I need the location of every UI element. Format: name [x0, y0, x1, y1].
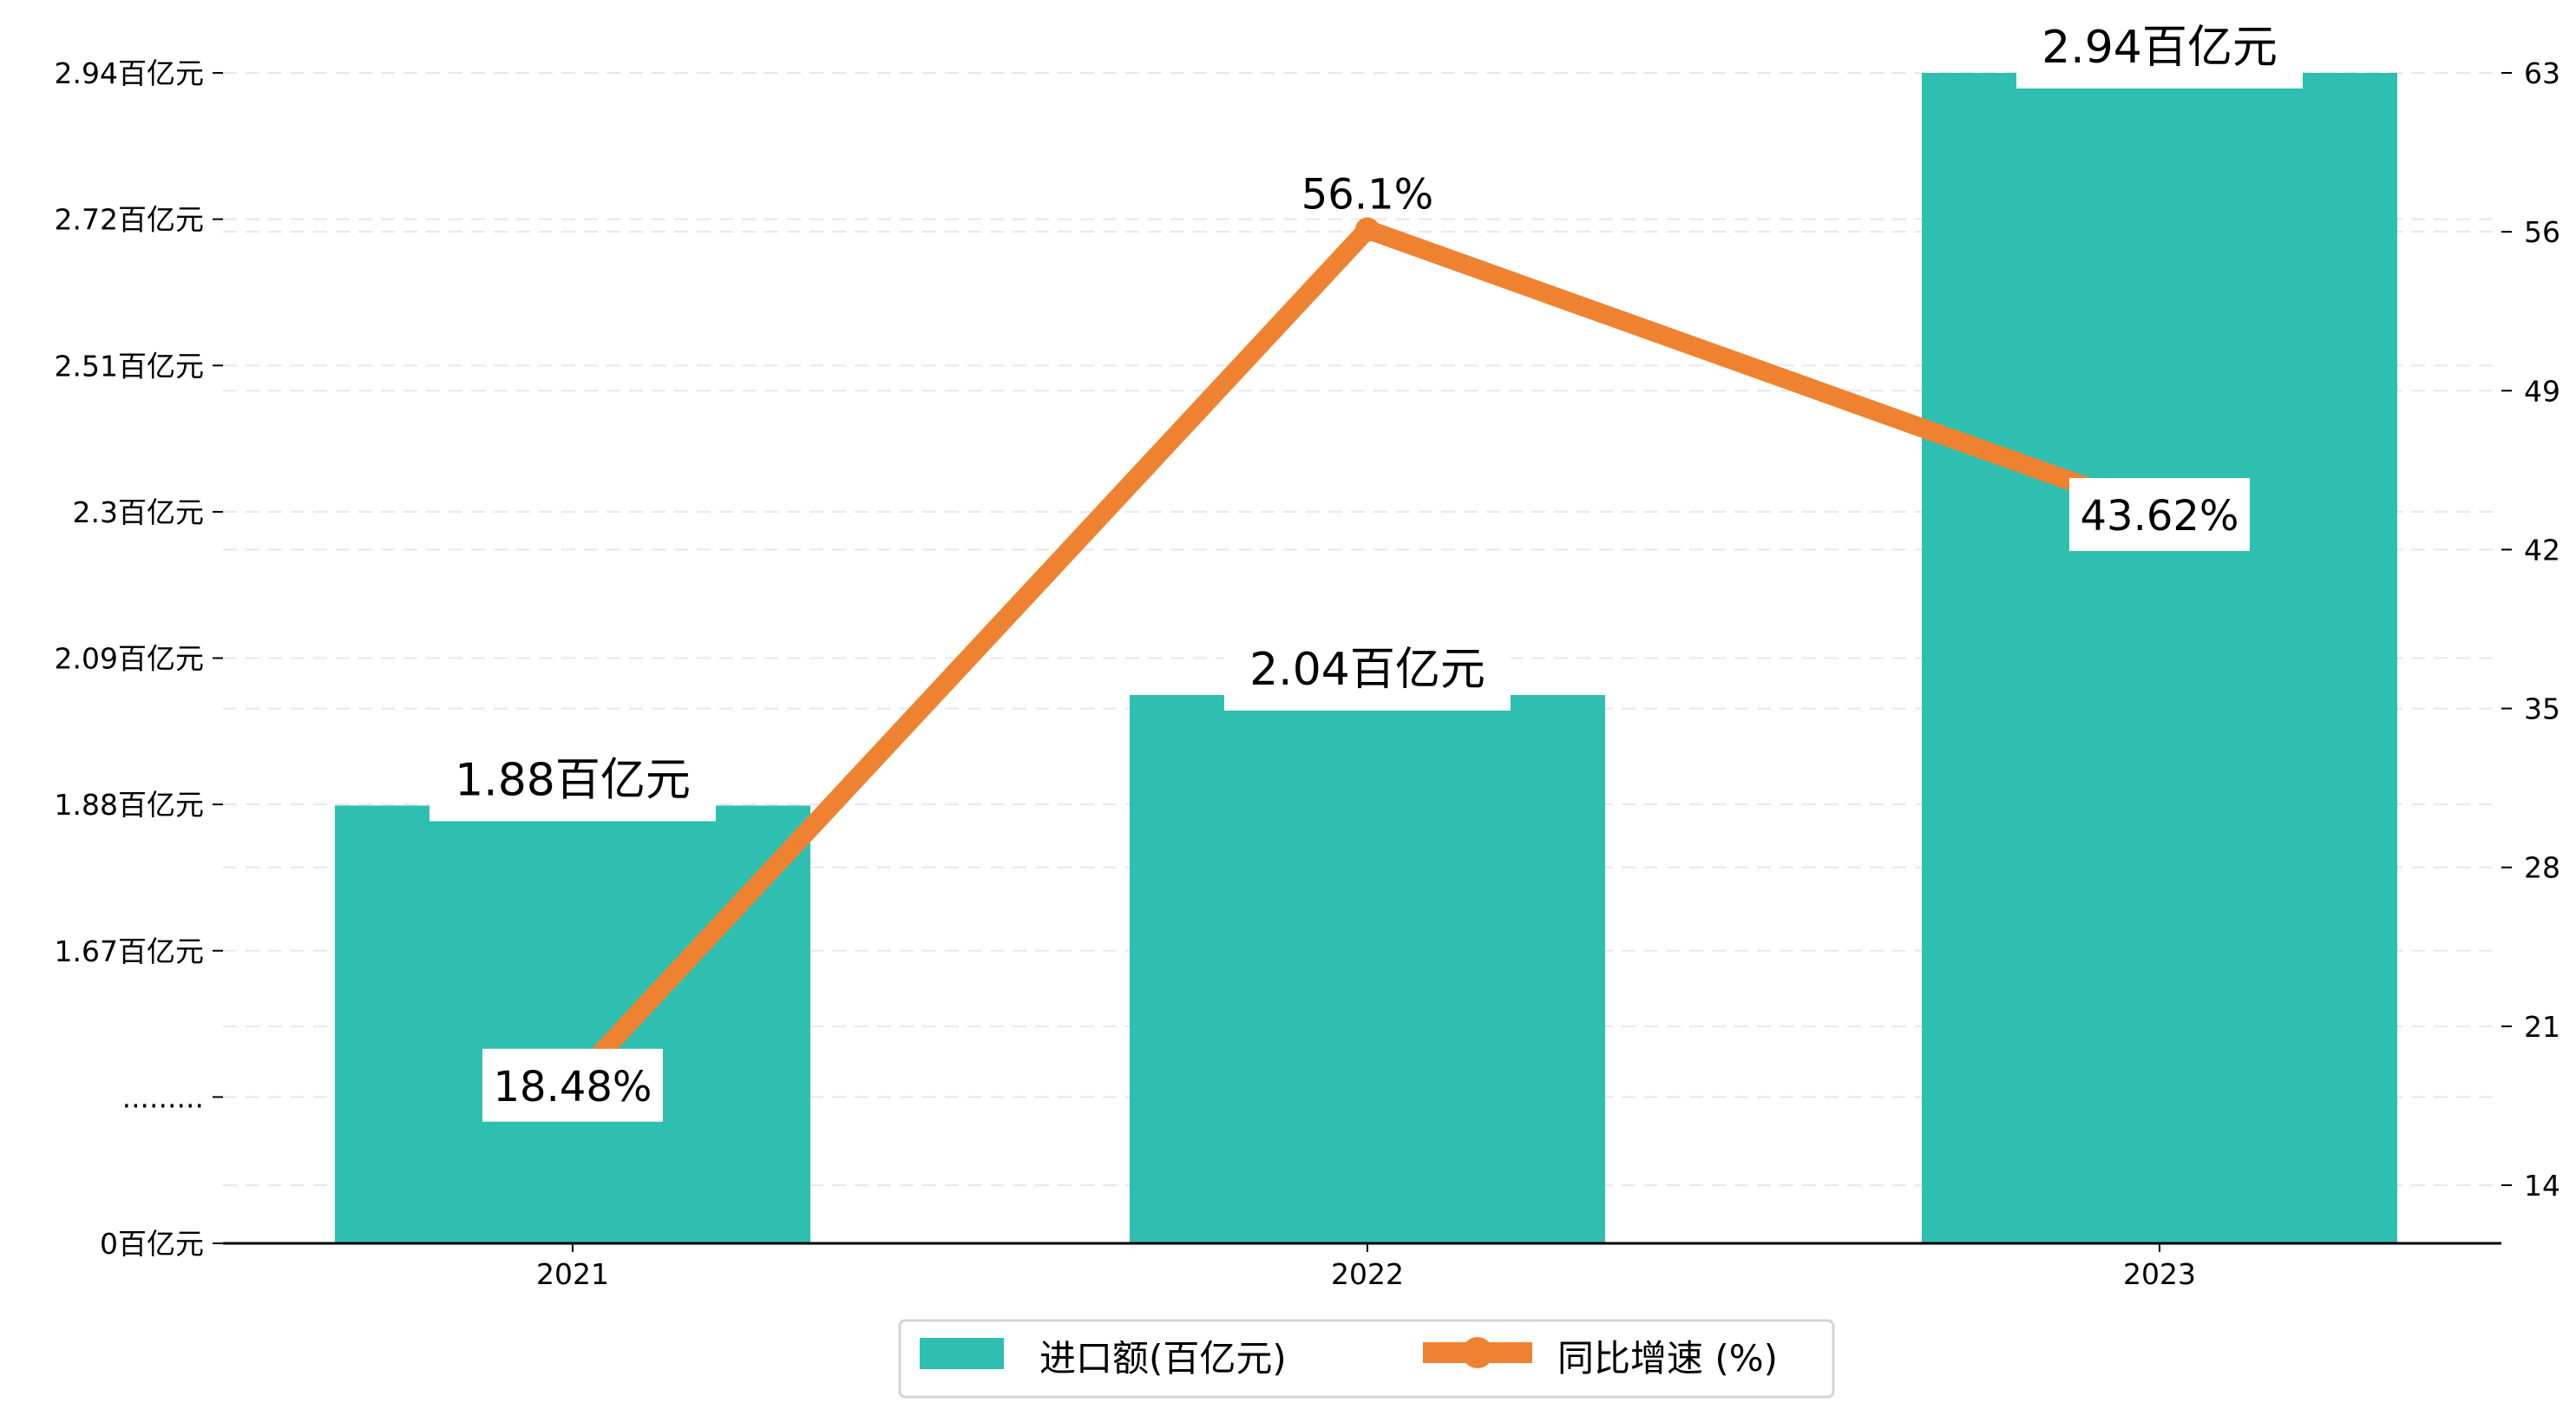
left-tick-label: ......... [122, 1080, 204, 1114]
left-tick-label: 2.94百亿元 [55, 56, 204, 90]
legend-box [898, 1319, 1835, 1399]
bar-value-label: 1.88百亿元 [455, 754, 691, 806]
axes: 0百亿元......... 1.67百亿元 1.88百亿元 2.09百亿元 2.3百亿元… [55, 56, 2560, 1291]
right-tick-label: 14 [2524, 1169, 2560, 1203]
growth-label-bg [2069, 478, 2250, 552]
left-tick-label: 2.3百亿元 [73, 495, 204, 529]
left-tick-label: 0百亿元 [100, 1227, 204, 1261]
growth-label-bg [1289, 154, 1445, 209]
growth-label-bg [482, 1048, 663, 1122]
left-tick-label: 1.88百亿元 [55, 788, 204, 822]
bar-2022 [1130, 694, 1605, 1243]
left-tick-label: 2.51百亿元 [55, 349, 204, 383]
legend-bar-swatch [920, 1338, 1004, 1369]
legend: 进口额(百亿元) 同比增速 (%) [898, 1319, 1835, 1399]
data-labels: 1.88百亿元 2.04百亿元 2.94百亿元 18.48% 56.1% 43.62% [429, 22, 2303, 1122]
legend-bar-label: 进口额(百亿元) [1039, 1337, 1287, 1380]
bar-label-bg [1224, 646, 1511, 711]
left-tick-label: 2.72百亿元 [55, 203, 204, 237]
left-tick-label: 1.67百亿元 [55, 934, 204, 968]
bar-2023 [1922, 73, 2397, 1243]
growth-value-label: 56.1% [1301, 171, 1433, 220]
x-tick-label: 2022 [1331, 1257, 1404, 1291]
x-tick-label: 2021 [536, 1257, 609, 1291]
bar-value-label: 2.04百亿元 [1249, 644, 1485, 696]
right-tick-label: 49 [2524, 374, 2560, 408]
left-tick-label: 2.09百亿元 [55, 642, 204, 676]
legend-line-label: 同比增速 (%) [1557, 1337, 1778, 1380]
bar-label-bg [429, 757, 716, 822]
right-tick-label: 63 [2524, 56, 2560, 90]
growth-value-label: 43.62% [2080, 492, 2238, 541]
x-tick-label: 2023 [2123, 1257, 2196, 1291]
right-tick-label: 56 [2524, 215, 2560, 249]
right-tick-label: 21 [2524, 1010, 2560, 1044]
growth-point-2022 [1355, 217, 1380, 242]
legend-line-marker [1462, 1337, 1493, 1368]
bar-value-label: 2.94百亿元 [2042, 22, 2278, 74]
bar-2021 [335, 805, 810, 1243]
right-tick-label: 28 [2524, 851, 2560, 885]
growth-value-label: 18.48% [493, 1063, 652, 1111]
bar-label-bg [2016, 24, 2303, 88]
right-tick-label: 42 [2524, 533, 2560, 567]
bars [335, 73, 2397, 1243]
right-tick-label: 35 [2524, 692, 2560, 726]
